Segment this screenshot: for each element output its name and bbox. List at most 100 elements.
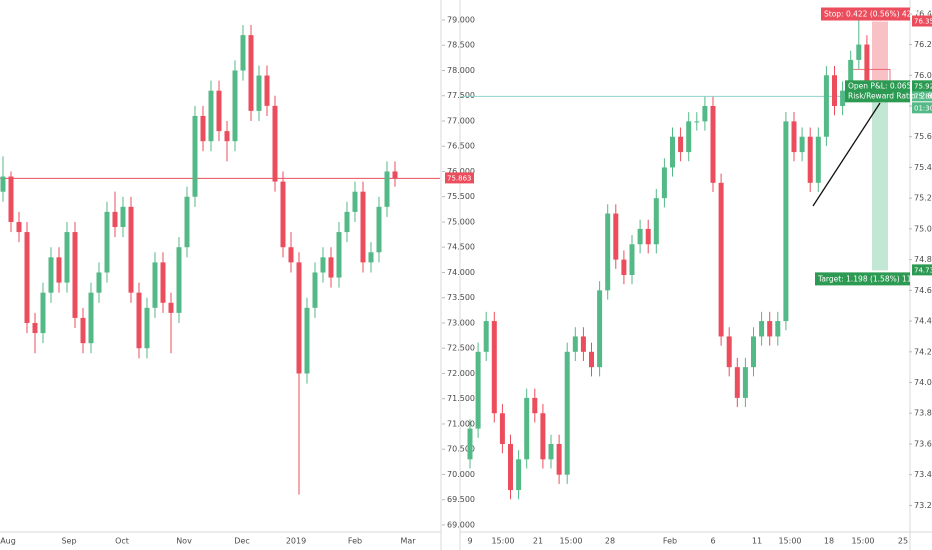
candle-body	[392, 171, 398, 179]
candle-body	[864, 44, 870, 87]
y-tick-label: 70.500	[447, 445, 475, 454]
y-tick-label: 78.500	[447, 41, 475, 50]
candle-body	[352, 191, 358, 212]
candle-body	[670, 136, 675, 168]
candle-body	[540, 413, 546, 460]
candle-body	[742, 367, 748, 398]
x-tick-label: 18	[824, 537, 834, 546]
y-tick-label: 75.200	[914, 194, 932, 203]
y-tick-label: 69.000	[447, 520, 475, 529]
y-tick-label: 73.000	[447, 318, 475, 327]
candle-body	[775, 321, 781, 337]
y-tick-label: 73.400	[914, 470, 932, 479]
y-tick-label: 70.000	[447, 470, 475, 479]
candle-body	[613, 213, 619, 260]
x-tick-label: 28	[605, 537, 615, 546]
candle-body	[856, 44, 862, 60]
y-tick-label: 74.500	[447, 243, 475, 252]
entry-axis-label: 75.928	[914, 82, 932, 90]
x-tick-label: Mar	[400, 537, 416, 546]
candle-body	[296, 262, 302, 374]
last-price-box	[912, 90, 932, 102]
candle-body	[678, 136, 684, 153]
candle-body	[48, 257, 54, 293]
stop-label: Stop: 0.422 (0.56%) 42.2, Amo	[824, 10, 932, 19]
candle-body	[224, 131, 230, 142]
candle-body	[96, 272, 102, 293]
candle-body	[734, 367, 740, 398]
candle-body	[248, 35, 254, 111]
target-axis-label: 74.730	[914, 266, 932, 274]
candle-body	[726, 336, 732, 368]
candle-body	[200, 115, 206, 142]
candle-body	[572, 336, 578, 352]
candle-body	[72, 232, 78, 318]
x-tick-label: 2019	[286, 537, 306, 546]
candle-body	[128, 206, 134, 293]
stop-axis-box	[912, 15, 932, 27]
candle-body	[304, 307, 310, 374]
candle-body	[483, 321, 489, 352]
candle-body	[629, 244, 635, 275]
y-tick-label: 73.600	[914, 439, 932, 448]
candle-body	[384, 171, 390, 207]
y-tick-label: 76.000	[914, 71, 932, 80]
y-tick-label: 78.000	[447, 66, 475, 75]
x-tick-label: 11	[752, 537, 762, 546]
target-label: Target: 1.198 (1.58%) 119.8, Amo	[817, 274, 932, 283]
x-tick-label: Aug	[0, 537, 16, 546]
candle-body	[360, 191, 366, 263]
y-tick-label: 71.000	[447, 419, 475, 428]
candle-body	[823, 75, 829, 137]
candle-body	[718, 182, 724, 337]
last-price-label: 75.863	[914, 92, 932, 100]
candle-body	[759, 321, 765, 337]
stop-zone	[872, 21, 888, 87]
candle-body	[16, 221, 22, 233]
candle-body	[815, 136, 821, 183]
candle-body	[807, 136, 813, 183]
target-zone	[872, 86, 888, 271]
candle-body	[516, 459, 522, 491]
x-tick-label: Feb	[348, 537, 362, 546]
candle-body	[783, 121, 789, 322]
x-tick-label: 9	[467, 537, 472, 546]
candle-body	[556, 443, 562, 475]
trend-line	[812, 102, 881, 207]
candle-body	[653, 198, 659, 245]
candle-body	[580, 336, 586, 352]
x-tick-label: 21	[533, 537, 543, 546]
x-tick-label: 15:00	[778, 537, 801, 546]
candle-body	[710, 106, 716, 183]
x-tick-label: Oct	[115, 537, 129, 546]
y-tick-label: 73.800	[914, 409, 932, 418]
candle-body	[508, 443, 513, 491]
candle-body	[702, 106, 708, 122]
x-tick-label: 15:00	[559, 537, 582, 546]
y-tick-label: 73.500	[447, 293, 475, 302]
y-tick-label: 74.400	[914, 317, 932, 326]
candle-body	[288, 247, 294, 263]
candle-body	[767, 321, 773, 337]
candle-body	[64, 232, 70, 283]
candle-body	[840, 90, 846, 106]
y-tick-label: 74.000	[447, 268, 475, 277]
candle-body	[280, 181, 286, 248]
x-tick-label: Feb	[663, 537, 677, 546]
y-tick-label: 75.000	[914, 224, 932, 233]
candle-body	[848, 59, 854, 91]
countdown: 01:30:49	[914, 104, 932, 112]
pnl-label: Open P&L: 0.065, Qty: 1	[848, 81, 932, 90]
candle-body	[232, 70, 238, 142]
x-tick-label: Dec	[234, 537, 249, 546]
y-tick-label: 72.000	[447, 369, 475, 378]
candle-body	[564, 351, 570, 475]
candle-body	[751, 336, 756, 368]
y-tick-label: 75.000	[447, 217, 475, 226]
candle-body	[621, 259, 627, 275]
y-tick-label: 72.500	[447, 344, 475, 353]
target-axis-box	[912, 264, 932, 276]
candle-body	[264, 75, 270, 106]
candle-body	[192, 115, 198, 197]
candle-body	[88, 292, 94, 344]
